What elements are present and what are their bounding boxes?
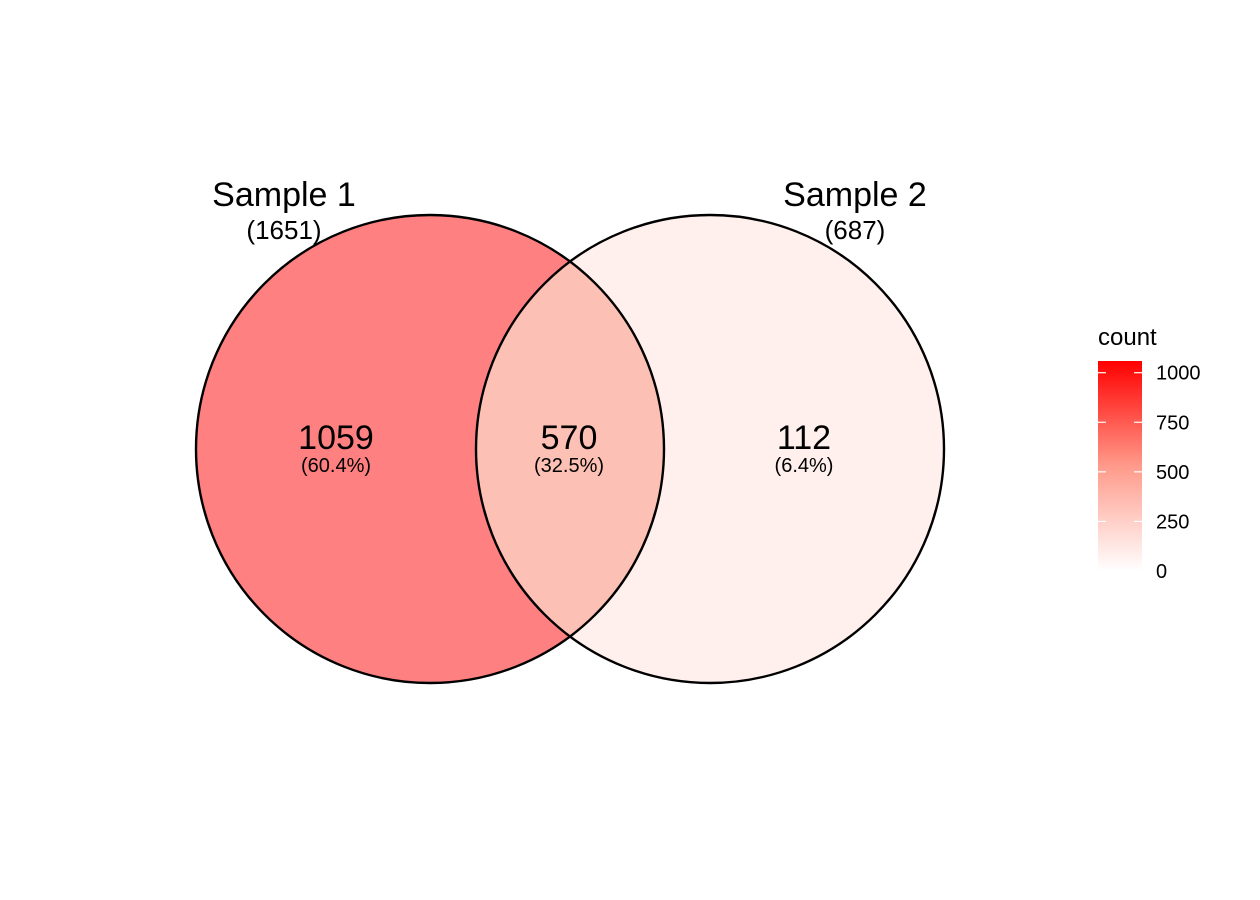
- region-sample-1-only-percent: (60.4%): [301, 455, 371, 477]
- legend-ticks: 0 250 500 750 1000: [1098, 363, 1201, 583]
- legend-tick-label: 1000: [1156, 363, 1201, 385]
- region-sample-1-only-count: 1059: [298, 419, 374, 457]
- legend-colorbar: [1098, 361, 1142, 571]
- legend-tick-label: 500: [1156, 462, 1189, 484]
- sample-2-name: Sample 2: [783, 176, 927, 214]
- legend-tick-label: 0: [1156, 561, 1167, 583]
- venn-outlines: [194, 213, 946, 685]
- region-intersection-count: 570: [541, 419, 598, 457]
- sample-2-outline: [474, 213, 946, 685]
- venn-regions: [196, 215, 944, 683]
- sample-1-total: (1651): [246, 215, 321, 245]
- color-legend: count 0 250 500 750 1000: [1098, 324, 1201, 583]
- region-sample-2-only-count: 112: [777, 419, 831, 457]
- region-sample-2-only-percent: (6.4%): [775, 455, 834, 477]
- legend-tick-label: 250: [1156, 511, 1189, 533]
- sample-1-name: Sample 1: [212, 176, 356, 214]
- region-intersection-percent: (32.5%): [534, 455, 604, 477]
- sample-1-outline: [194, 213, 666, 685]
- legend-tick-label: 750: [1156, 412, 1189, 434]
- sample-2-total: (687): [825, 215, 886, 245]
- legend-title: count: [1098, 324, 1157, 351]
- region-intersection: [476, 215, 664, 683]
